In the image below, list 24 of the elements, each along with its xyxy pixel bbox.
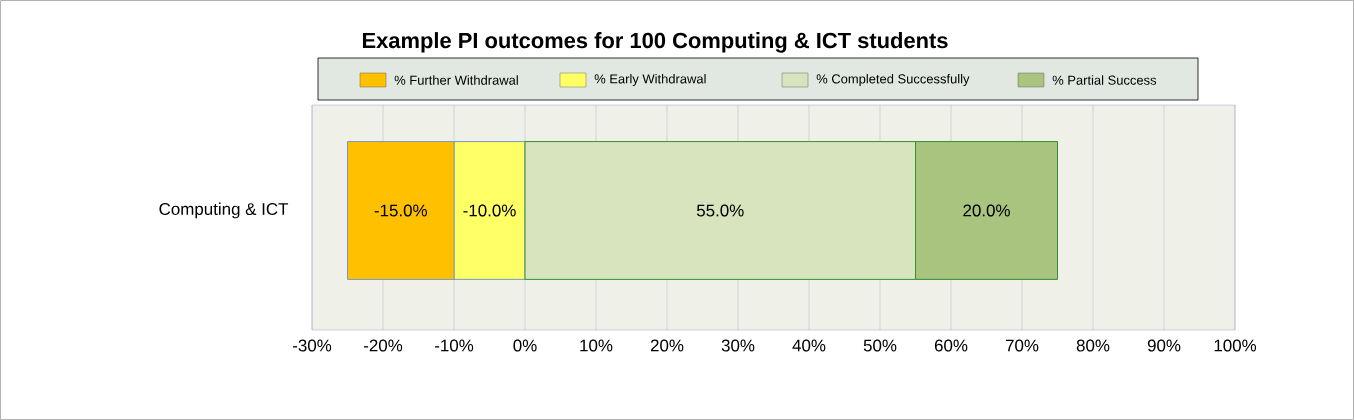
chart-title: Example PI outcomes for 100 Computing & ICT students [362, 32, 948, 53]
x-tick-label: 80% [1076, 339, 1110, 352]
x-tick-label: 60% [934, 339, 968, 352]
x-tick-label: 70% [1005, 339, 1039, 352]
x-tick-label: 40% [792, 339, 826, 352]
legend-label: % Early Withdrawal [594, 73, 706, 87]
x-tick-label: 20% [650, 339, 684, 352]
x-tick-label: 0% [513, 339, 537, 352]
x-tick-label: 100% [1214, 339, 1257, 352]
x-tick-label: -10% [434, 339, 474, 352]
legend-label: % Completed Successfully [816, 73, 970, 87]
y-tick-label: Computing & ICT [159, 202, 289, 219]
data-label: 55.0% [696, 204, 744, 217]
data-label: -10.0% [463, 204, 516, 217]
x-tick-label: 30% [721, 339, 755, 352]
data-label: -15.0% [374, 204, 427, 217]
x-tick-label: -30% [292, 339, 332, 352]
x-tick-label: 10% [580, 339, 613, 352]
x-tick-label: -20% [363, 339, 403, 352]
x-tick-label: 90% [1147, 339, 1181, 352]
x-tick-label: 50% [863, 339, 897, 352]
data-label: 20.0% [963, 204, 1010, 217]
legend-label: % Partial Success [1052, 75, 1157, 85]
legend-label: % Further Withdrawal [394, 75, 518, 85]
